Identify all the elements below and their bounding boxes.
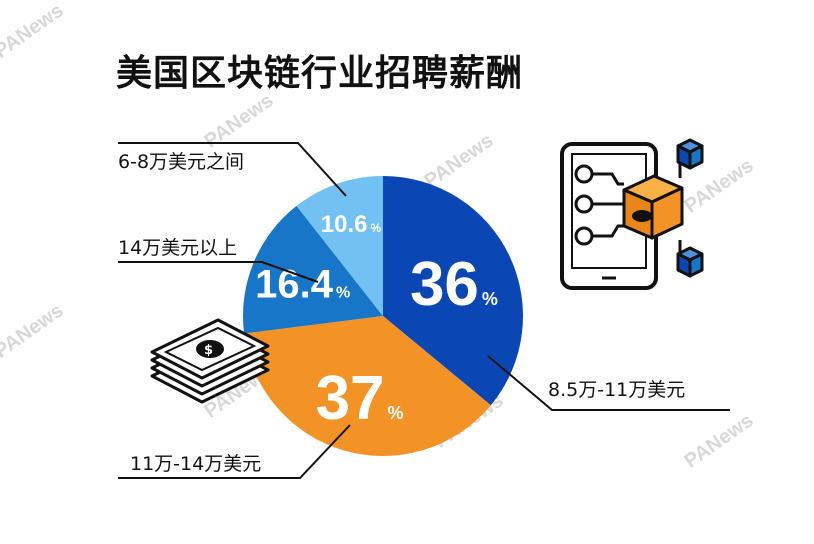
pie-value-label: 36% [410, 250, 498, 319]
callout-line-14plus [118, 261, 319, 283]
blockchain-tablet-icon [560, 138, 704, 290]
money-stack-icon: $ [150, 318, 270, 404]
slice-label-8_5-11: 8.5万-11万美元 [548, 379, 685, 401]
callout-line-11-14 [118, 424, 351, 479]
pie-value-label: 37% [316, 364, 404, 433]
pie-slice [244, 316, 491, 456]
slice-label-14plus: 14万美元以上 [118, 237, 237, 259]
slice-label-11-14: 11万-14万美元 [130, 453, 261, 475]
pie-slice [296, 176, 383, 316]
pie-slice [383, 176, 523, 406]
callout-line-6-8 [118, 142, 347, 197]
pie-value-label: 10.6% [321, 211, 382, 238]
pie-slice [243, 205, 383, 334]
svg-text:$: $ [204, 343, 213, 358]
pie-value-labels: 36 %37 % 16.4 % 10.6% [255, 211, 498, 433]
callout-line-8_5-11 [487, 355, 730, 411]
chart-title: 美国区块链行业招聘薪酬 [116, 53, 524, 94]
pie-value-label: 16.4% [255, 262, 350, 306]
pie-slices [243, 176, 523, 456]
slice-label-6-8: 6-8万美元之间 [118, 151, 244, 173]
